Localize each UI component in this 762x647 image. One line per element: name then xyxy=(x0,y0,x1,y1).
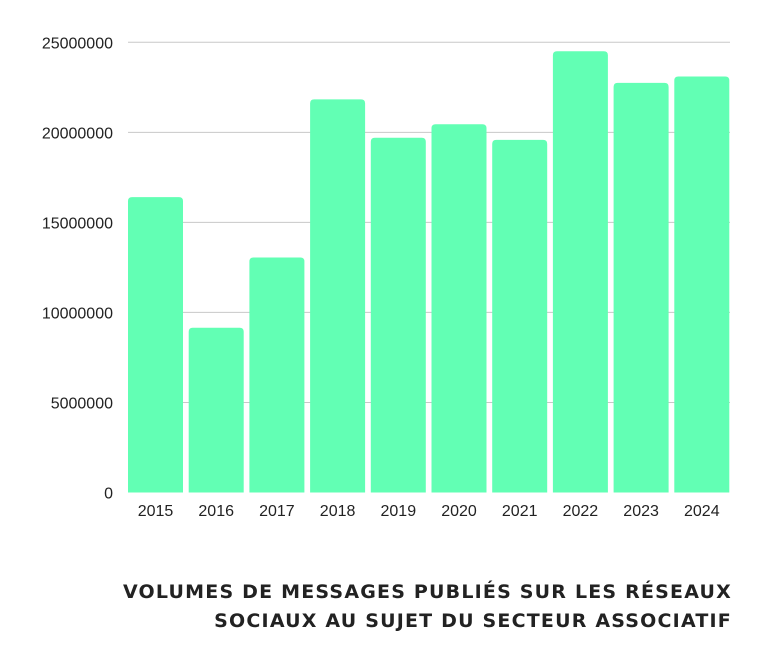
y-tick-label: 5000000 xyxy=(51,395,113,412)
x-tick-label: 2023 xyxy=(623,503,659,520)
x-tick-label: 2024 xyxy=(684,503,720,520)
bar-2017 xyxy=(249,257,305,493)
x-tick-label: 2017 xyxy=(259,503,295,520)
y-tick-label: 10000000 xyxy=(42,305,113,322)
x-tick-label: 2016 xyxy=(198,503,234,520)
x-tick-label: 2021 xyxy=(502,503,538,520)
y-tick-label: 15000000 xyxy=(42,215,113,232)
bar-chart: 0 5000000 10000000 15000000 20000000 25000000… xyxy=(42,35,730,520)
x-tick-label: 2019 xyxy=(381,503,417,520)
bar-2019 xyxy=(370,137,426,493)
bar-2022 xyxy=(552,51,608,493)
y-tick-label: 0 xyxy=(104,486,113,503)
bar-2021 xyxy=(492,139,548,493)
chart-title-line-1: VOLUMES DE MESSAGES PUBLIÉS SUR LES RÉSE… xyxy=(122,581,732,603)
x-tick-label: 2015 xyxy=(138,503,174,520)
bar-2020 xyxy=(431,124,487,493)
bar-2016 xyxy=(188,327,244,493)
chart-title-line-2: SOCIAUX AU SUJET DU SECTEUR ASSOCIATIF xyxy=(214,610,732,632)
y-tick-label: 25000000 xyxy=(42,35,113,52)
bar-2015 xyxy=(128,197,183,493)
bar-2023 xyxy=(613,82,669,493)
x-tick-label: 2020 xyxy=(441,503,477,520)
x-tick-label: 2018 xyxy=(320,503,356,520)
bar-2024 xyxy=(674,76,730,493)
bar-2018 xyxy=(310,99,366,493)
y-tick-label: 20000000 xyxy=(42,125,113,142)
x-tick-label: 2022 xyxy=(563,503,599,520)
chart-title: VOLUMES DE MESSAGES PUBLIÉS SUR LES RÉSE… xyxy=(123,578,732,636)
